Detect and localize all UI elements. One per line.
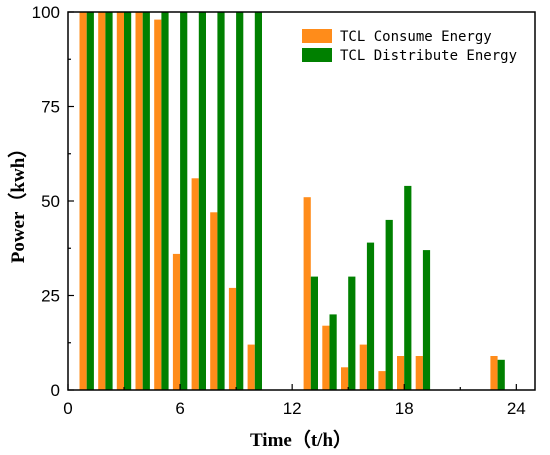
y-tick-label: 0	[51, 381, 60, 400]
y-tick-label: 50	[41, 192, 60, 211]
consume-bar	[397, 356, 405, 390]
x-axis-title: Time（t/h）	[250, 428, 352, 451]
distribute-bar	[86, 12, 94, 390]
consume-bar	[172, 253, 181, 390]
consume-bar	[303, 197, 311, 390]
x-tick-label: 18	[395, 399, 414, 418]
consume-bar	[154, 19, 162, 390]
legend-label-distribute: TCL Distribute Energy	[340, 48, 517, 64]
distribute-bar	[497, 359, 505, 390]
bars-group	[79, 12, 505, 390]
distribute-bar	[385, 219, 393, 390]
consume-bar	[228, 287, 237, 390]
consume-bar	[322, 325, 330, 390]
consume-bar	[135, 12, 143, 390]
y-tick-label: 100	[32, 3, 60, 22]
consume-bar	[98, 12, 106, 390]
y-tick-label: 75	[41, 98, 60, 117]
consume-bar	[378, 371, 386, 390]
distribute-bar	[310, 276, 318, 390]
distribute-bar	[422, 250, 431, 390]
ticks-group: 0 6 12 18 24 0 25 50 75 100	[32, 3, 526, 418]
consume-bar	[116, 12, 124, 390]
distribute-bar	[142, 12, 150, 390]
distribute-bar	[105, 12, 113, 390]
consume-bar	[490, 356, 498, 390]
distribute-bar	[217, 12, 225, 390]
y-axis-title: Power（kwh）	[6, 139, 29, 264]
legend-swatch-distribute	[302, 48, 332, 62]
distribute-bar	[180, 12, 188, 390]
consume-bar	[191, 178, 199, 390]
distribute-bar	[366, 242, 375, 390]
consume-bar	[247, 344, 255, 390]
distribute-bar	[161, 12, 169, 390]
consume-bar	[415, 356, 423, 390]
consume-bar	[359, 344, 367, 390]
distribute-bar	[254, 12, 262, 390]
distribute-bar	[124, 12, 132, 390]
x-tick-label: 6	[175, 399, 184, 418]
x-tick-label: 0	[63, 399, 72, 418]
x-tick-label: 12	[283, 399, 302, 418]
consume-bar	[210, 212, 218, 390]
distribute-bar	[236, 12, 244, 390]
x-tick-label: 24	[507, 399, 526, 418]
distribute-bar	[329, 314, 337, 390]
distribute-bar	[348, 276, 356, 390]
consume-bar	[79, 12, 87, 390]
distribute-bar	[404, 185, 412, 390]
distribute-bar	[198, 12, 206, 390]
y-tick-label: 25	[41, 287, 60, 306]
legend: TCL Consume Energy TCL Distribute Energy	[302, 29, 517, 64]
consume-bar	[341, 367, 349, 390]
legend-swatch-consume	[302, 29, 332, 43]
legend-label-consume: TCL Consume Energy	[340, 29, 492, 45]
